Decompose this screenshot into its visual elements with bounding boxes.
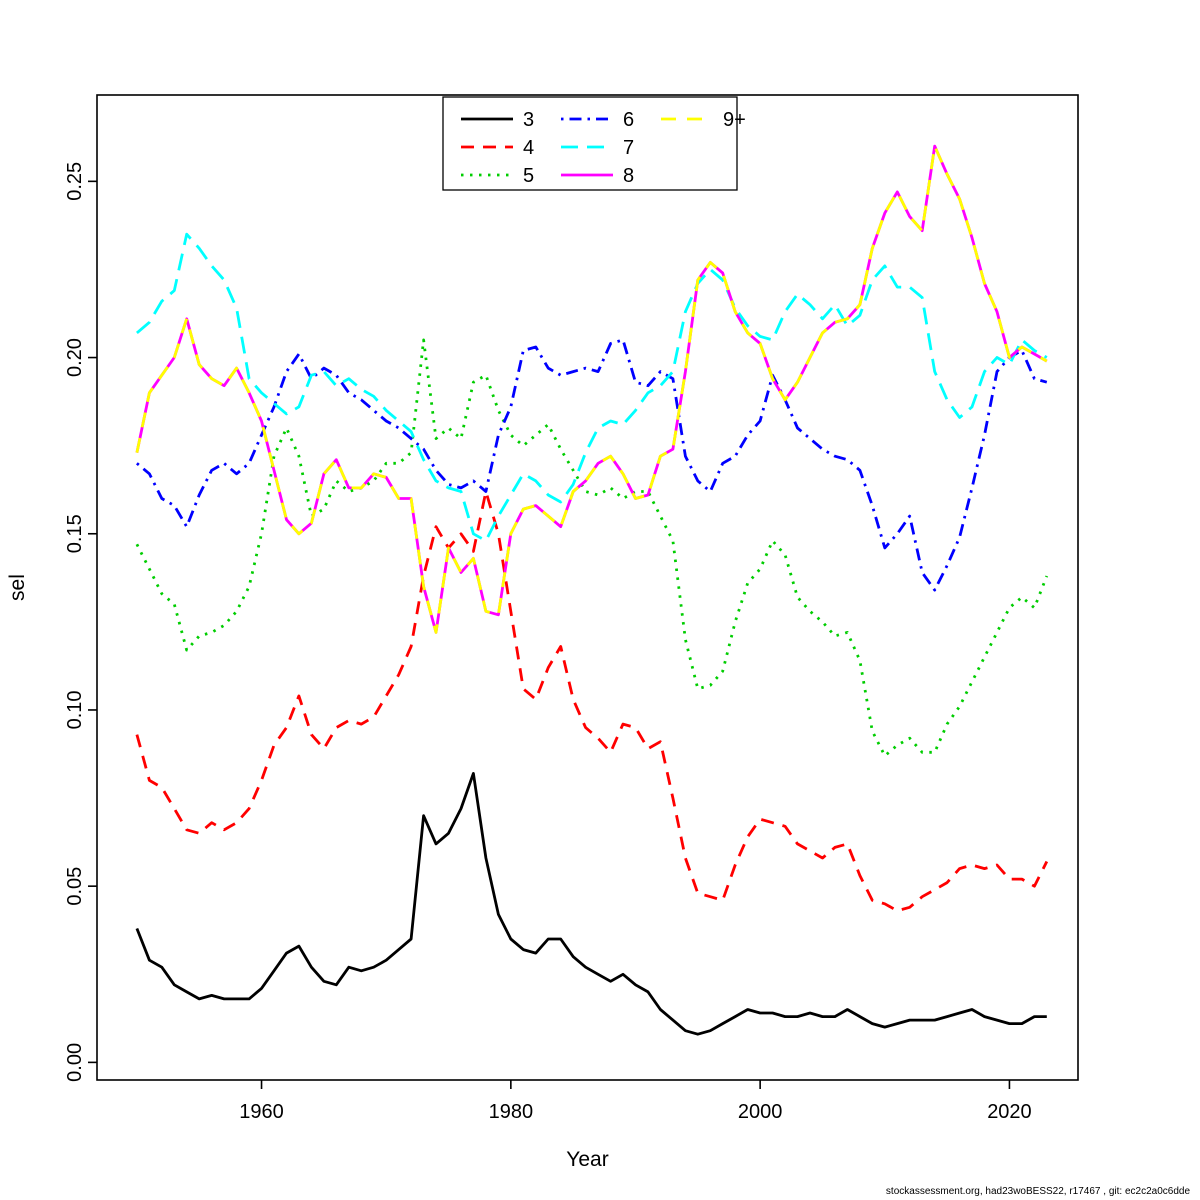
series-line-7: [135, 232, 1048, 543]
y-tick-label: 0.10: [64, 690, 86, 729]
y-tick-label: 0.15: [64, 514, 86, 553]
x-axis-title: Year: [566, 1148, 608, 1171]
legend-label-3: 3: [523, 109, 534, 131]
plot-box: [96, 94, 1079, 1081]
footer-note: stockassessment.org, had23woBESS22, r174…: [885, 1186, 1190, 1197]
series-line-4: [135, 490, 1049, 913]
legend-label-5: 5: [523, 165, 534, 187]
y-tick-label: 0.25: [64, 162, 86, 201]
series-line-3: [135, 772, 1047, 1036]
legend-label-9+: 9+: [723, 109, 746, 131]
x-tick-label: 2000: [738, 1101, 783, 1123]
x-tick-label: 1960: [239, 1101, 284, 1123]
x-tick-label: 2020: [987, 1101, 1032, 1123]
legend-label-8: 8: [623, 165, 634, 187]
y-tick-label: 0.20: [64, 338, 86, 377]
y-tick-label: 0.05: [64, 867, 86, 906]
legend-label-4: 4: [523, 137, 534, 159]
x-tick-label: 1980: [489, 1101, 534, 1123]
series-line-9+: [135, 144, 1048, 634]
y-axis-title: sel: [6, 574, 29, 601]
series-line-8: [135, 144, 1048, 634]
legend-label-6: 6: [623, 109, 634, 131]
y-tick-label: 0.00: [64, 1043, 86, 1082]
legend-label-7: 7: [623, 137, 634, 159]
series-line-5: [135, 338, 1049, 758]
series-line-6: [135, 338, 1048, 592]
